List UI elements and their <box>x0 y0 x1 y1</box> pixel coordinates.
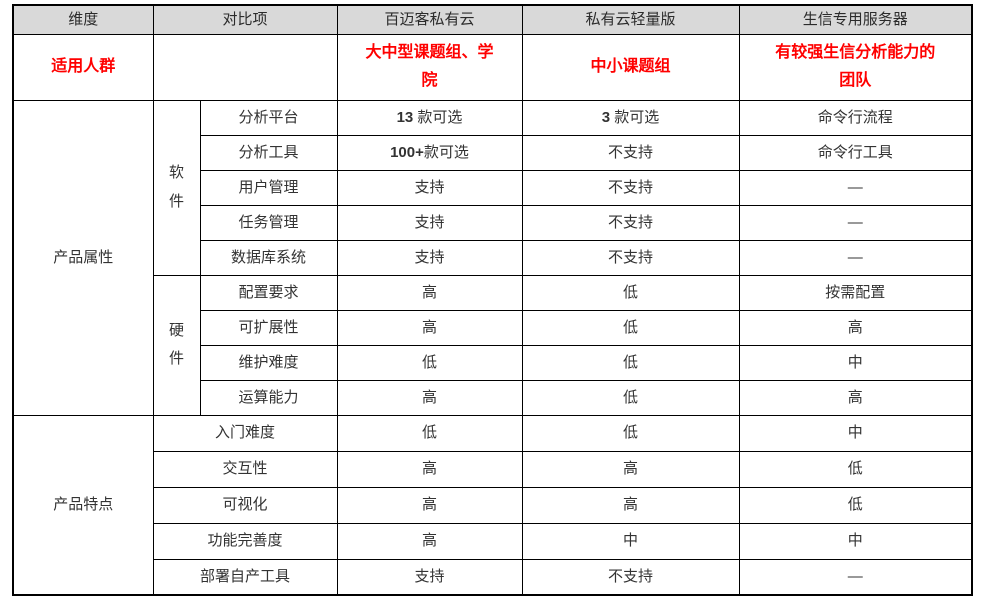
value-cell: 支持 <box>336 558 523 596</box>
header-bmk-private-cloud: 百迈客私有云 <box>336 4 523 35</box>
item-label: 交互性 <box>152 450 338 488</box>
item-label: 任务管理 <box>199 204 338 241</box>
value-cell: 低 <box>521 344 740 381</box>
value-cell: 不支持 <box>521 169 740 206</box>
item-label: 数据库系统 <box>199 239 338 276</box>
header-row: 维度 对比项 百迈客私有云 私有云轻量版 生信专用服务器 <box>12 4 973 35</box>
value-cell: 低 <box>738 486 973 524</box>
table-row: 分析工具 100+款可选 不支持 命令行工具 <box>13 134 973 171</box>
value-cell: — <box>738 239 973 276</box>
value-cell: 低 <box>336 344 523 381</box>
audience-label: 适用人群 <box>12 33 154 101</box>
value-cell: 高 <box>336 379 523 416</box>
value-cell: 100+款可选 <box>336 134 523 171</box>
item-label: 可扩展性 <box>199 309 338 346</box>
item-label: 配置要求 <box>199 274 338 311</box>
value-cell: 高 <box>738 309 973 346</box>
value-cell: 高 <box>336 450 523 488</box>
value-cell: 高 <box>336 486 523 524</box>
audience-empty-cell <box>152 33 338 101</box>
value-cell: 低 <box>738 450 973 488</box>
table-row: 产品属性 软件 分析平台 13 款可选 3 款可选 命令行流程 <box>12 99 973 416</box>
value-cell: 高 <box>336 309 523 346</box>
value-cell: 低 <box>521 309 740 346</box>
table-row: 用户管理 支持 不支持 — <box>13 169 973 206</box>
table-row: 交互性 高 高 低 <box>13 450 973 488</box>
table-row: 产品特点 入门难度 低 低 中 <box>12 414 973 596</box>
value-cell: 低 <box>521 414 740 452</box>
value-cell: 高 <box>521 450 740 488</box>
value-cell: 低 <box>336 414 523 452</box>
value-cell: 支持 <box>336 239 523 276</box>
value-cell: 中 <box>521 522 740 560</box>
header-bioinfo-server: 生信专用服务器 <box>738 4 973 35</box>
table-row: 维护难度 低 低 中 <box>13 344 973 381</box>
group-hardware: 硬件 <box>152 274 201 416</box>
value-cell: 按需配置 <box>738 274 973 311</box>
item-label: 分析工具 <box>199 134 338 171</box>
item-label: 部署自产工具 <box>152 558 338 596</box>
header-comparison-item: 对比项 <box>152 4 338 35</box>
value-cell: 不支持 <box>521 239 740 276</box>
audience-value: 中小课题组 <box>521 33 740 101</box>
value-cell: — <box>738 204 973 241</box>
value-cell: 高 <box>521 486 740 524</box>
value-cell: — <box>738 558 973 596</box>
item-label: 功能完善度 <box>152 522 338 560</box>
value-cell: 不支持 <box>521 558 740 596</box>
value-cell: 命令行流程 <box>738 99 973 136</box>
table-row: 可扩展性 高 低 高 <box>13 309 973 346</box>
audience-row: 适用人群 大中型课题组、学院 中小课题组 有较强生信分析能力的团队 <box>12 33 973 101</box>
value-cell: 不支持 <box>521 134 740 171</box>
audience-value: 有较强生信分析能力的团队 <box>738 33 973 101</box>
table-row: 功能完善度 高 中 中 <box>13 522 973 560</box>
value-cell: — <box>738 169 973 206</box>
value-cell: 低 <box>521 379 740 416</box>
item-label: 维护难度 <box>199 344 338 381</box>
table-row: 运算能力 高 低 高 <box>13 379 973 416</box>
header-dimension: 维度 <box>12 4 154 35</box>
item-label: 可视化 <box>152 486 338 524</box>
value-cell: 3 款可选 <box>521 99 740 136</box>
dimension-product-features: 产品特点 <box>12 414 154 596</box>
value-cell: 13 款可选 <box>336 99 523 136</box>
table-row: 硬件 配置要求 高 低 按需配置 <box>13 274 973 416</box>
value-cell: 中 <box>738 522 973 560</box>
value-cell: 不支持 <box>521 204 740 241</box>
value-cell: 中 <box>738 344 973 381</box>
value-cell: 高 <box>336 274 523 311</box>
value-cell: 高 <box>738 379 973 416</box>
value-cell: 高 <box>336 522 523 560</box>
item-label: 入门难度 <box>152 414 338 452</box>
value-cell: 支持 <box>336 169 523 206</box>
value-cell: 中 <box>738 414 973 452</box>
table-row: 可视化 高 高 低 <box>13 486 973 524</box>
item-label: 用户管理 <box>199 169 338 206</box>
dimension-product-attributes: 产品属性 <box>12 99 154 416</box>
value-cell: 低 <box>521 274 740 311</box>
item-label: 运算能力 <box>199 379 338 416</box>
item-label: 分析平台 <box>199 99 338 136</box>
group-software: 软件 <box>152 99 201 276</box>
value-cell: 支持 <box>336 204 523 241</box>
audience-value: 大中型课题组、学院 <box>336 33 523 101</box>
product-comparison-table: 维度 对比项 百迈客私有云 私有云轻量版 生信专用服务器 适用人群 大中型课题组… <box>12 4 973 596</box>
header-private-cloud-lite: 私有云轻量版 <box>521 4 740 35</box>
table-row: 部署自产工具 支持 不支持 — <box>13 558 973 596</box>
value-cell: 命令行工具 <box>738 134 973 171</box>
